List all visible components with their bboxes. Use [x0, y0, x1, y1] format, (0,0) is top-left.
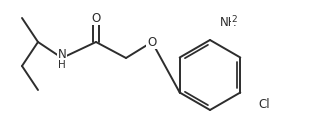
Text: Cl: Cl	[258, 98, 270, 111]
Text: 2: 2	[231, 15, 237, 25]
Text: H: H	[58, 60, 66, 70]
Text: O: O	[147, 35, 156, 48]
Text: O: O	[91, 12, 101, 25]
Text: N: N	[58, 48, 67, 61]
Text: NH: NH	[220, 15, 238, 28]
